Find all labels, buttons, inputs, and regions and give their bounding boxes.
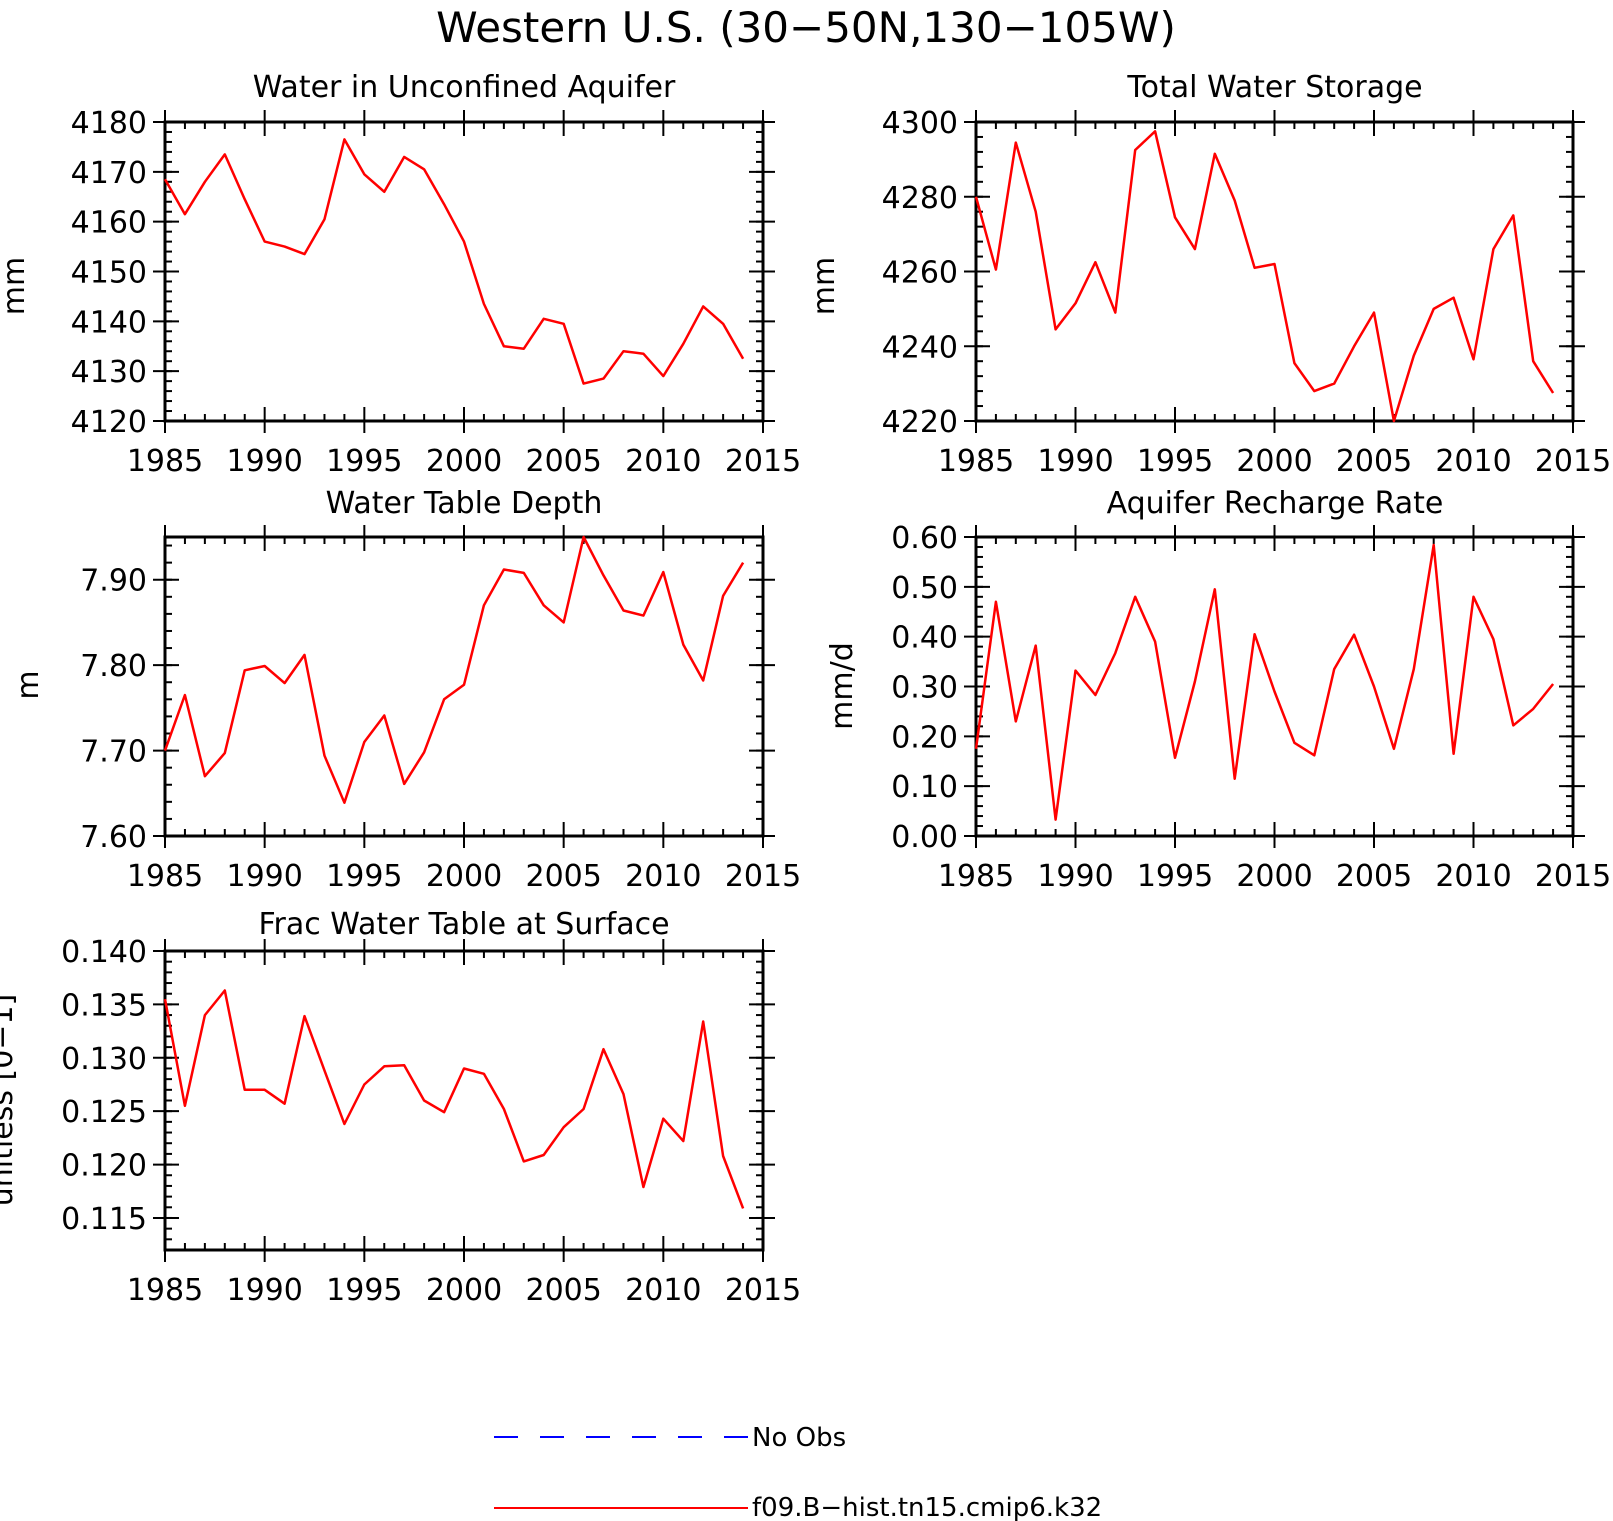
series-line [163,535,745,804]
panel-title: Frac Water Table at Surface [258,907,669,942]
x-tick-label: 2015 [725,444,801,479]
x-tick-label: 2010 [1435,859,1511,894]
y-tick-label: 4170 [71,156,147,191]
plot-frame [974,535,1575,838]
x-tick-label: 2015 [725,859,801,894]
y-axis-label: mm/d [825,642,860,730]
y-tick-label: 0.130 [61,1042,147,1077]
y-tick-label: 0.00 [891,820,958,855]
series-line [163,138,745,385]
x-tick-label: 1985 [127,444,203,479]
x-tick-label: 1990 [1037,859,1113,894]
y-tick-label: 4120 [71,405,147,440]
panel-frac-water-table-at-surface: Frac Water Table at Surface unitless [0−… [0,907,801,1308]
y-tick-label: 0.40 [891,621,958,656]
panel-water-unconfined-aquifer: Water in Unconfined Aquifer mm 1985 1990 1… [0,70,801,479]
y-tick-label: 4240 [882,330,958,365]
panel-title: Aquifer Recharge Rate [1107,486,1444,521]
y-axis-label: mm [807,257,842,315]
plot-area: 1985 1990 1995 2000 2005 2010 2015 0.00 0.10 0.20… [891,521,1611,894]
plot-area: 1985 1990 1995 2000 2005 2010 2015 4120 4130 4140… [71,106,802,479]
x-tick-label: 2000 [426,859,502,894]
x-tick-label: 1990 [1037,444,1113,479]
panel-water-table-depth: Water Table Depth m 1985 1990 1995 2000 2005… [11,486,801,894]
y-tick-label: 4180 [71,106,147,141]
y-tick-label: 0.10 [891,770,958,805]
x-tick-label: 2005 [1336,444,1412,479]
x-tick-label: 1990 [226,444,302,479]
x-tick-label: 1995 [1137,444,1213,479]
plot-area: 1985 1990 1995 2000 2005 2010 2015 0.115 0.120 0.… [61,935,801,1308]
x-tick-label: 1990 [226,1273,302,1308]
x-tick-label: 2005 [525,1273,601,1308]
panel-title: Total Water Storage [1126,70,1422,105]
series-line [163,989,745,1209]
x-tick-label: 1985 [127,859,203,894]
x-tick-label: 1985 [938,444,1014,479]
plot-frame [974,120,1575,423]
x-tick-label: 2000 [426,444,502,479]
y-tick-label: 0.120 [61,1149,147,1184]
x-tick-label: 2010 [1435,444,1511,479]
y-tick-label: 4300 [882,106,958,141]
plot-frame [163,949,765,1252]
x-tick-label: 2015 [1535,444,1611,479]
x-tick-label: 1995 [326,859,402,894]
y-tick-label: 0.135 [61,988,147,1023]
x-tick-label: 2015 [725,1273,801,1308]
y-tick-label: 0.140 [61,935,147,970]
x-tick-label: 2000 [426,1273,502,1308]
legend-label-model: f09.B−hist.tn15.cmip6.k32 [752,1493,1102,1521]
x-tick-label: 1985 [127,1273,203,1308]
y-tick-label: 4260 [882,256,958,291]
y-axis-label: unitless [0−1] [0,994,20,1206]
y-tick-label: 4130 [71,355,147,390]
y-tick-label: 0.115 [61,1202,147,1237]
y-axis-label: mm [0,257,32,315]
x-tick-label: 1990 [226,859,302,894]
y-tick-label: 0.30 [891,671,958,706]
panel-total-water-storage: Total Water Storage mm 1985 1990 1995 2000 2… [807,70,1611,479]
x-tick-label: 1995 [326,444,402,479]
x-tick-label: 2005 [525,859,601,894]
y-tick-label: 0.50 [891,571,958,606]
panel-title: Water Table Depth [326,486,603,521]
plot-area: 1985 1990 1995 2000 2005 2010 2015 7.60 7.70 7.80… [80,525,801,894]
y-tick-label: 4140 [71,305,147,340]
y-tick-label: 4150 [71,256,147,291]
series-line [974,130,1555,423]
x-tick-label: 1995 [1137,859,1213,894]
plot-frame [163,120,765,423]
x-tick-label: 2005 [525,444,601,479]
y-tick-label: 4280 [882,181,958,216]
y-tick-label: 0.125 [61,1095,147,1130]
plot-frame [163,535,765,838]
y-tick-label: 4160 [71,206,147,241]
x-tick-label: 2015 [1535,859,1611,894]
x-tick-label: 2000 [1236,859,1312,894]
panel-aquifer-recharge-rate: Aquifer Recharge Rate mm/d 1985 1990 1995 2… [825,486,1611,894]
y-tick-label: 7.90 [80,564,147,599]
y-tick-label: 7.70 [80,735,147,770]
x-tick-label: 1995 [326,1273,402,1308]
y-axis-label: m [11,670,46,699]
x-tick-label: 2010 [625,859,701,894]
y-tick-label: 4220 [882,405,958,440]
y-tick-label: 7.80 [80,649,147,684]
x-tick-label: 2000 [1236,444,1312,479]
legend-label-no-obs: No Obs [752,1423,846,1453]
x-tick-label: 2010 [625,444,701,479]
series-line [974,543,1555,821]
figure-title: Western U.S. (30−50N,130−105W) [436,3,1176,52]
x-tick-label: 2005 [1336,859,1412,894]
x-tick-label: 2010 [625,1273,701,1308]
legend: No Obs f09.B−hist.tn15.cmip6.k32 [494,1423,1102,1521]
y-tick-label: 0.60 [891,521,958,556]
y-tick-label: 0.20 [891,720,958,755]
plot-area: 1985 1990 1995 2000 2005 2010 2015 4220 4240 4260… [882,106,1612,479]
x-tick-label: 1985 [938,859,1014,894]
y-tick-label: 7.60 [80,820,147,855]
panel-title: Water in Unconfined Aquifer [253,70,676,105]
